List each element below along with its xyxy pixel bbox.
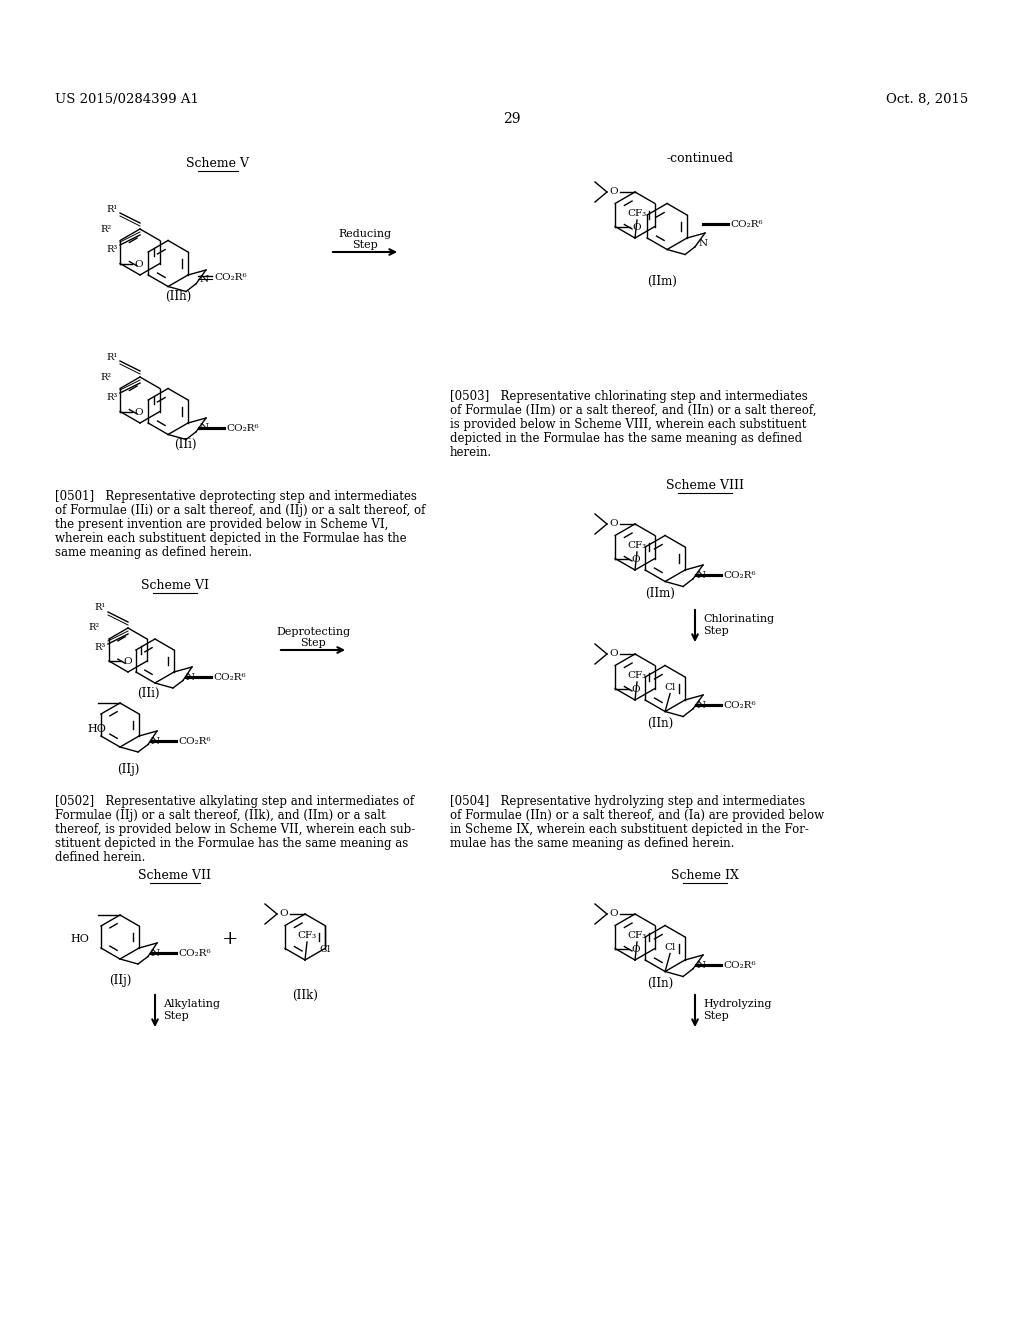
Text: CO₂R⁶: CO₂R⁶ <box>178 737 211 746</box>
Text: mulae has the same meaning as defined herein.: mulae has the same meaning as defined he… <box>450 837 734 850</box>
Text: Chlorinating: Chlorinating <box>703 614 774 624</box>
Text: of Formulae (IIm) or a salt thereof, and (IIn) or a salt thereof,: of Formulae (IIm) or a salt thereof, and… <box>450 404 816 417</box>
Text: (IIj): (IIj) <box>109 974 131 987</box>
Text: Formulae (IIj) or a salt thereof, (IIk), and (IIm) or a salt: Formulae (IIj) or a salt thereof, (IIk),… <box>55 809 386 822</box>
Text: CO₂R⁶: CO₂R⁶ <box>214 273 247 282</box>
Text: Scheme VIII: Scheme VIII <box>666 479 744 492</box>
Text: CF₃: CF₃ <box>628 209 646 218</box>
Text: Cl: Cl <box>319 945 331 954</box>
Text: -continued: -continued <box>667 152 733 165</box>
Text: (IIn): (IIn) <box>647 717 673 730</box>
Text: R³: R³ <box>106 392 118 401</box>
Text: O: O <box>123 657 131 667</box>
Text: Step: Step <box>352 240 378 249</box>
Text: Deprotecting: Deprotecting <box>275 627 350 638</box>
Text: [0504]   Representative hydrolyzing step and intermediates: [0504] Representative hydrolyzing step a… <box>450 795 805 808</box>
Text: N: N <box>696 570 706 579</box>
Text: the present invention are provided below in Scheme VI,: the present invention are provided below… <box>55 517 388 531</box>
Text: N: N <box>696 961 706 969</box>
Text: R³: R³ <box>95 644 106 652</box>
Text: N: N <box>151 737 160 746</box>
Text: R²: R² <box>101 372 112 381</box>
Text: CF₃: CF₃ <box>628 931 646 940</box>
Text: O: O <box>609 187 618 197</box>
Text: O: O <box>609 520 618 528</box>
Text: Step: Step <box>163 1011 188 1020</box>
Text: O: O <box>280 909 288 919</box>
Text: same meaning as defined herein.: same meaning as defined herein. <box>55 546 252 558</box>
Text: Reducing: Reducing <box>339 228 391 239</box>
Text: wherein each substituent depicted in the Formulae has the: wherein each substituent depicted in the… <box>55 532 407 545</box>
Text: (IIk): (IIk) <box>292 989 317 1002</box>
Text: O: O <box>631 554 640 564</box>
Text: of Formulae (IIn) or a salt thereof, and (Ia) are provided below: of Formulae (IIn) or a salt thereof, and… <box>450 809 824 822</box>
Text: 29: 29 <box>503 112 521 125</box>
Text: US 2015/0284399 A1: US 2015/0284399 A1 <box>55 92 199 106</box>
Text: N: N <box>698 239 708 248</box>
Text: Scheme V: Scheme V <box>186 157 250 170</box>
Text: Alkylating: Alkylating <box>163 999 220 1008</box>
Text: stituent depicted in the Formulae has the same meaning as: stituent depicted in the Formulae has th… <box>55 837 409 850</box>
Text: defined herein.: defined herein. <box>55 851 145 865</box>
Text: N: N <box>151 949 160 957</box>
Text: CF₃: CF₃ <box>628 671 646 680</box>
Text: N: N <box>200 424 209 433</box>
Text: N: N <box>200 276 209 285</box>
Text: Hydrolyzing: Hydrolyzing <box>703 999 771 1008</box>
Text: (IIh): (IIh) <box>165 290 191 304</box>
Text: R²: R² <box>89 623 100 632</box>
Text: Cl: Cl <box>665 682 676 692</box>
Text: [0501]   Representative deprotecting step and intermediates: [0501] Representative deprotecting step … <box>55 490 417 503</box>
Text: (IIi): (IIi) <box>174 438 197 451</box>
Text: O: O <box>134 408 142 417</box>
Text: (IIm): (IIm) <box>645 587 675 601</box>
Text: thereof, is provided below in Scheme VII, wherein each sub-: thereof, is provided below in Scheme VII… <box>55 822 416 836</box>
Text: depicted in the Formulae has the same meaning as defined: depicted in the Formulae has the same me… <box>450 432 802 445</box>
Text: N: N <box>696 701 706 710</box>
Text: N: N <box>185 672 195 681</box>
Text: (IIm): (IIm) <box>647 275 677 288</box>
Text: O: O <box>632 223 641 232</box>
Text: Step: Step <box>300 638 326 648</box>
Text: is provided below in Scheme VIII, wherein each substituent: is provided below in Scheme VIII, wherei… <box>450 418 806 432</box>
Text: CF₃: CF₃ <box>297 931 316 940</box>
Text: Step: Step <box>703 626 729 636</box>
Text: Scheme VI: Scheme VI <box>141 579 209 591</box>
Text: (IIn): (IIn) <box>647 977 673 990</box>
Text: O: O <box>631 945 640 954</box>
Text: Cl: Cl <box>665 942 676 952</box>
Text: [0503]   Representative chlorinating step and intermediates: [0503] Representative chlorinating step … <box>450 389 808 403</box>
Text: CO₂R⁶: CO₂R⁶ <box>723 701 756 710</box>
Text: R¹: R¹ <box>95 603 106 612</box>
Text: Scheme VII: Scheme VII <box>138 869 212 882</box>
Text: R¹: R¹ <box>106 352 118 362</box>
Text: [0502]   Representative alkylating step and intermediates of: [0502] Representative alkylating step an… <box>55 795 414 808</box>
Text: R³: R³ <box>106 244 118 253</box>
Text: O: O <box>609 909 618 919</box>
Text: CF₃: CF₃ <box>628 541 646 550</box>
Text: CO₂R⁶: CO₂R⁶ <box>723 572 756 581</box>
Text: CO₂R⁶: CO₂R⁶ <box>213 673 246 682</box>
Text: Oct. 8, 2015: Oct. 8, 2015 <box>886 92 968 106</box>
Text: (IIi): (IIi) <box>137 686 160 700</box>
Text: R¹: R¹ <box>106 205 118 214</box>
Text: O: O <box>631 685 640 694</box>
Text: CO₂R⁶: CO₂R⁶ <box>226 424 259 433</box>
Text: Scheme IX: Scheme IX <box>671 869 739 882</box>
Text: of Formulae (IIi) or a salt thereof, and (IIj) or a salt thereof, of: of Formulae (IIi) or a salt thereof, and… <box>55 504 425 517</box>
Text: CO₂R⁶: CO₂R⁶ <box>723 961 756 970</box>
Text: herein.: herein. <box>450 446 493 459</box>
Text: O: O <box>134 260 142 269</box>
Text: CO₂R⁶: CO₂R⁶ <box>730 220 763 228</box>
Text: CO₂R⁶: CO₂R⁶ <box>178 949 211 958</box>
Text: Step: Step <box>703 1011 729 1020</box>
Text: HO: HO <box>87 723 105 734</box>
Text: R²: R² <box>101 224 112 234</box>
Text: +: + <box>222 931 239 948</box>
Text: (IIj): (IIj) <box>117 763 139 776</box>
Text: O: O <box>609 649 618 659</box>
Text: HO: HO <box>70 935 89 944</box>
Text: in Scheme IX, wherein each substituent depicted in the For-: in Scheme IX, wherein each substituent d… <box>450 822 809 836</box>
